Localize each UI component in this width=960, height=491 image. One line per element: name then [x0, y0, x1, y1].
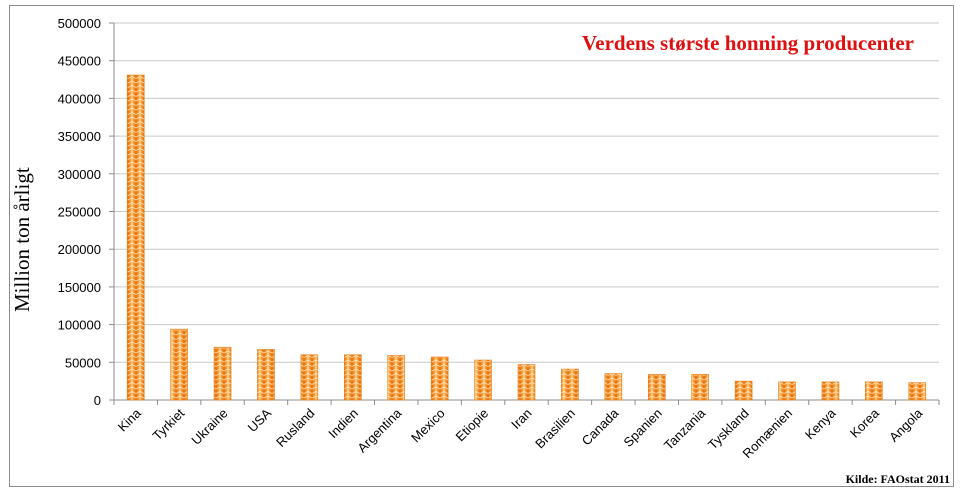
y-tick-label: 350000: [58, 129, 101, 144]
y-tick-label: 150000: [58, 280, 101, 295]
chart-title: Verdens største honning producenter: [582, 31, 914, 55]
y-tick-label: 200000: [58, 242, 101, 257]
y-tick-label: 300000: [58, 167, 101, 182]
gridlines: [114, 22, 939, 401]
bar-tyrkiet: [170, 328, 188, 401]
bar-iran: [517, 364, 536, 401]
chart-frame: [9, 5, 954, 487]
bar-tyskland: [734, 380, 753, 401]
x-tick-label: Rusland: [273, 406, 317, 450]
y-tick-label: 0: [94, 393, 101, 408]
x-tick-label: Kina: [115, 405, 145, 435]
y-tick-labels: 0 50000 100000 150000 200000 250000 300000 3500…: [58, 16, 101, 408]
bar-etiopie: [474, 359, 492, 401]
x-tick-label: Etiopie: [452, 406, 491, 445]
x-tick-label: Korea: [847, 405, 883, 441]
bar-kina: [126, 74, 145, 401]
y-tick-label: 500000: [58, 16, 101, 31]
y-tick-label: 250000: [58, 205, 101, 220]
source-note: Kilde: FAOstat 2011: [845, 472, 950, 486]
bar-argentina: [387, 355, 406, 401]
axes: [109, 22, 940, 405]
bar-mexico: [430, 356, 449, 401]
bar-brasilien: [561, 368, 579, 401]
bar-tanzania: [691, 374, 709, 401]
y-axis-label: Million ton årligt: [10, 167, 34, 312]
bars: [126, 74, 927, 401]
x-tick-label: Spanien: [621, 406, 665, 450]
bar-canada: [604, 373, 623, 401]
x-tick-label: Angola: [886, 405, 926, 445]
bar-korea: [865, 381, 883, 401]
bar-romænien: [778, 381, 796, 401]
x-tick-labels: Kina Tyrkiet Ukraine USA Rusland IndienArgent…: [115, 405, 926, 461]
bar-spanien: [647, 374, 666, 401]
bar-kenya: [821, 381, 840, 401]
x-tick-label: Ukraine: [188, 406, 230, 448]
x-tick-label: Mexico: [408, 406, 448, 446]
x-tick-label: Tanzania: [661, 405, 709, 453]
x-tick-label: Kenya: [802, 405, 839, 442]
bar-ukraine: [213, 346, 232, 401]
x-tick-label: Canada: [579, 405, 622, 448]
x-tick-label: Tyrkiet: [150, 405, 188, 443]
bar-indien: [344, 354, 362, 401]
y-tick-label: 450000: [58, 54, 101, 69]
y-tick-label: 100000: [58, 318, 101, 333]
bar-angola: [908, 382, 927, 401]
bar-usa: [257, 349, 275, 401]
y-tick-label: 400000: [58, 91, 101, 106]
x-tick-label: Iran: [508, 406, 534, 432]
bar-rusland: [300, 354, 319, 401]
x-tick-label: Brasilien: [532, 406, 578, 452]
x-tick-label: Indien: [325, 406, 361, 442]
y-tick-label: 50000: [65, 355, 101, 370]
x-tick-label: Argentina: [354, 405, 405, 456]
x-tick-label: USA: [245, 405, 275, 435]
